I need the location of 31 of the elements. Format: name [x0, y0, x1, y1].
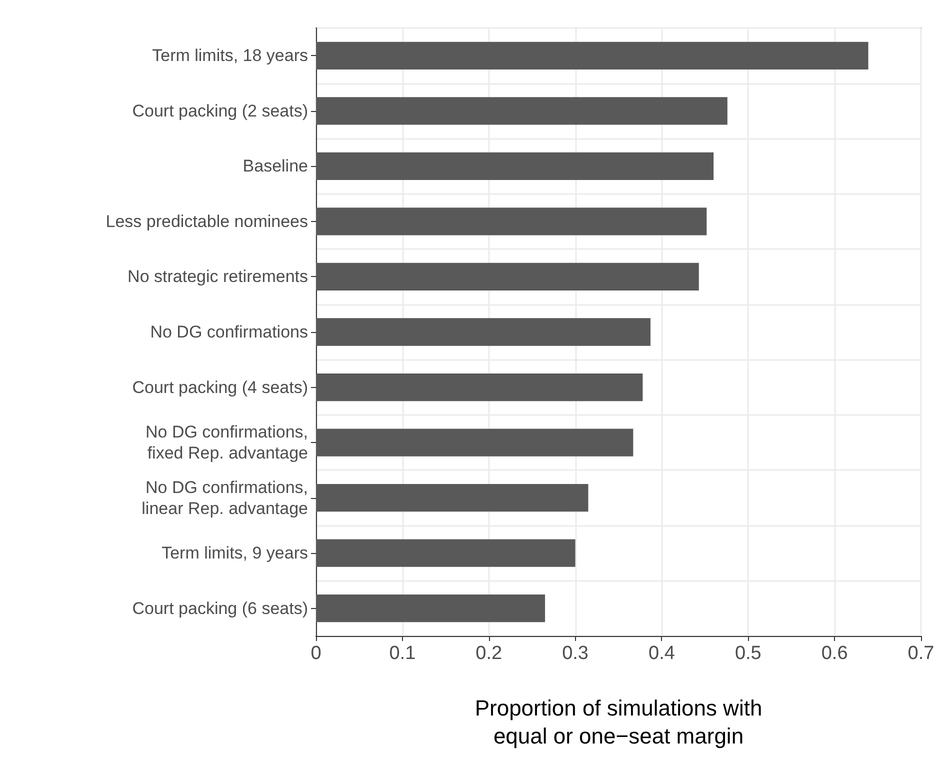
x-tick-label: 0.5	[734, 643, 762, 664]
y-tick-label: Less predictable nominees	[106, 212, 308, 231]
bar	[316, 208, 707, 236]
x-axis-title: Proportion of simulations with equal or one−seat margin	[474, 696, 762, 748]
x-tick-label: 0.7	[908, 643, 934, 664]
y-tick-label: Term limits, 18 years	[152, 46, 308, 66]
y-tick-label: No DG confirmations, linear Rep. advantage	[142, 478, 308, 518]
x-tick-label: 0.3	[562, 643, 588, 664]
y-tick-label: Baseline	[242, 156, 308, 176]
bar	[316, 484, 588, 512]
y-tick-label: No strategic retirements	[128, 267, 308, 286]
y-tick-label: Court packing (2 seats)	[132, 101, 308, 120]
bar	[316, 318, 650, 346]
bar	[316, 42, 868, 70]
bar	[316, 539, 576, 567]
x-tick-label: 0	[310, 643, 322, 664]
bar	[316, 152, 714, 180]
x-tick-label: 0.4	[648, 643, 676, 664]
y-tick-label: No DG confirmations	[150, 322, 308, 342]
y-tick-label: Court packing (4 seats)	[132, 378, 308, 397]
y-tick-label: No DG confirmations, fixed Rep. advantage	[146, 422, 308, 463]
x-tick-label: 0.2	[476, 643, 502, 664]
bar	[316, 262, 699, 291]
bar	[316, 594, 546, 622]
bar	[316, 373, 643, 402]
bar	[316, 428, 634, 456]
x-tick-label: 0.1	[389, 643, 416, 664]
bar	[316, 97, 728, 125]
y-tick-label: Term limits, 9 years	[162, 544, 308, 563]
y-tick-label: Court packing (6 seats)	[132, 598, 308, 618]
x-tick-label: 0.6	[821, 643, 848, 664]
